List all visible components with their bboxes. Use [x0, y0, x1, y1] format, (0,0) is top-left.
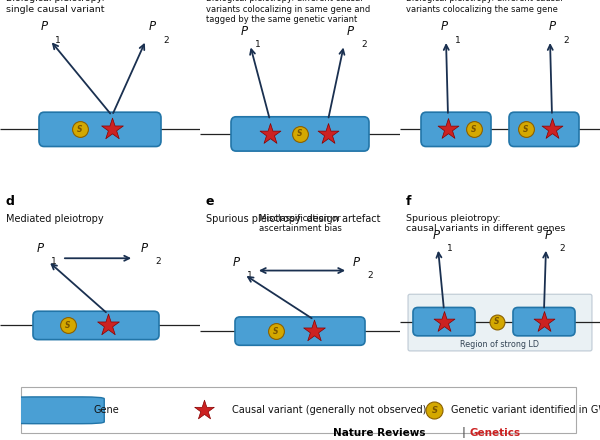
FancyBboxPatch shape	[33, 311, 159, 340]
Point	[323, 130, 333, 137]
Text: Spurious pleiotropy:
causal variants in different genes: Spurious pleiotropy: causal variants in …	[406, 214, 565, 233]
FancyBboxPatch shape	[21, 387, 576, 433]
Text: 1: 1	[455, 36, 461, 44]
Text: S: S	[65, 321, 71, 330]
FancyBboxPatch shape	[10, 397, 104, 424]
Point	[521, 126, 531, 133]
Text: d: d	[6, 195, 15, 208]
Point	[103, 322, 113, 329]
FancyBboxPatch shape	[231, 117, 369, 151]
FancyBboxPatch shape	[413, 308, 475, 336]
Text: P: P	[544, 229, 551, 242]
Text: P: P	[40, 20, 47, 33]
Point	[295, 130, 305, 137]
Text: f: f	[406, 195, 412, 208]
Text: S: S	[431, 406, 437, 415]
Text: Biological pleiotropy: different causal
variants colocalizing in same gene and
t: Biological pleiotropy: different causal …	[206, 0, 370, 24]
Text: 1: 1	[55, 36, 61, 44]
Text: S: S	[523, 125, 529, 134]
Text: Biological pleiotropy:
single causal variant: Biological pleiotropy: single causal var…	[6, 0, 105, 14]
Text: Genetic variant identified in GWASs: Genetic variant identified in GWASs	[451, 405, 600, 415]
Text: 1: 1	[247, 271, 253, 279]
Text: S: S	[273, 326, 279, 336]
Text: P: P	[352, 256, 359, 269]
Text: P: P	[148, 20, 155, 33]
Text: P: P	[440, 20, 448, 33]
Text: S: S	[494, 317, 500, 326]
Point	[443, 126, 453, 133]
Point	[75, 126, 85, 133]
Text: |: |	[462, 427, 466, 438]
Text: 1: 1	[255, 40, 261, 49]
Text: 2: 2	[155, 257, 161, 266]
Text: 2: 2	[361, 40, 367, 49]
Text: 2: 2	[163, 36, 169, 44]
Text: P: P	[37, 242, 44, 255]
Text: 1: 1	[447, 244, 453, 253]
Point	[439, 318, 449, 325]
Text: Spurious pleiotropy: design artefact: Spurious pleiotropy: design artefact	[206, 214, 380, 224]
FancyBboxPatch shape	[421, 112, 491, 147]
Text: 1: 1	[51, 257, 57, 266]
FancyBboxPatch shape	[513, 308, 575, 336]
Text: Gene: Gene	[93, 405, 119, 415]
Point	[199, 407, 209, 414]
Text: P: P	[548, 20, 556, 33]
FancyBboxPatch shape	[39, 112, 161, 147]
Point	[492, 318, 502, 325]
Text: Misclassification or
ascertainment bias: Misclassification or ascertainment bias	[259, 214, 341, 233]
Text: Nature Reviews: Nature Reviews	[333, 428, 425, 438]
Text: Region of strong LD: Region of strong LD	[461, 340, 539, 348]
Text: Biological pleiotropy: different causal
variants colocalizing the same gene: Biological pleiotropy: different causal …	[406, 0, 563, 14]
Text: 2: 2	[559, 244, 565, 253]
Text: P: P	[433, 229, 440, 242]
Point	[63, 322, 73, 329]
Text: S: S	[77, 125, 83, 134]
Point	[107, 126, 117, 133]
Text: P: P	[140, 242, 148, 255]
Point	[271, 327, 281, 334]
Text: e: e	[206, 195, 215, 208]
Point	[547, 126, 557, 133]
Text: Causal variant (generally not observed): Causal variant (generally not observed)	[232, 405, 426, 415]
Text: S: S	[471, 125, 477, 134]
Text: Genetics: Genetics	[470, 428, 521, 438]
Text: S: S	[297, 129, 303, 139]
Point	[265, 130, 275, 137]
Text: 2: 2	[563, 36, 569, 44]
Text: P: P	[241, 25, 248, 38]
Text: P: P	[232, 256, 239, 269]
Text: P: P	[346, 25, 353, 38]
FancyBboxPatch shape	[235, 317, 365, 345]
Point	[309, 327, 319, 334]
FancyBboxPatch shape	[509, 112, 579, 147]
Text: 2: 2	[367, 271, 373, 279]
Point	[430, 407, 439, 414]
Point	[539, 318, 549, 325]
FancyBboxPatch shape	[408, 294, 592, 351]
Point	[469, 126, 479, 133]
Text: Mediated pleiotropy: Mediated pleiotropy	[6, 214, 104, 224]
